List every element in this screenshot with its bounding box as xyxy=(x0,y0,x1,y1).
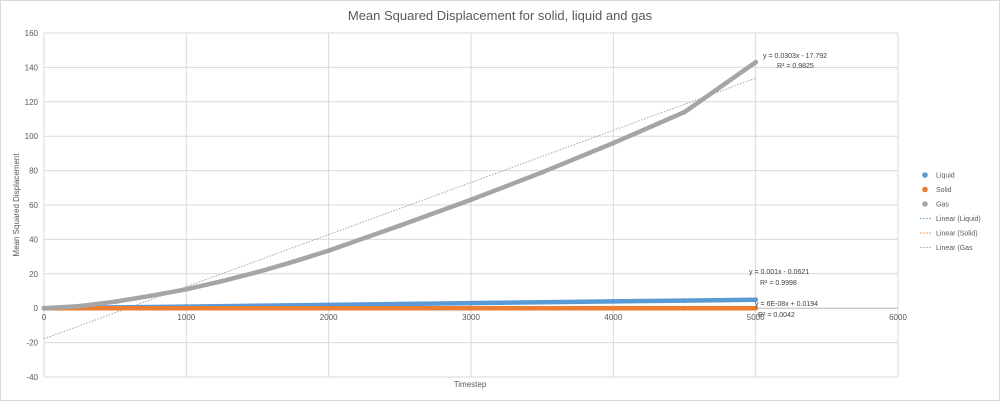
data-point xyxy=(41,305,47,311)
data-point xyxy=(183,305,189,311)
data-point xyxy=(468,197,474,203)
y-axis-title: Mean Squared Displacement xyxy=(12,153,21,257)
y-tick-labels: -40 -20 0 20 40 60 80 100 120 140 160 xyxy=(25,29,39,382)
y-tick-label: 100 xyxy=(25,132,39,141)
data-point xyxy=(397,223,403,229)
data-point xyxy=(112,299,118,305)
x-tick-label: 0 xyxy=(42,313,47,322)
data-point xyxy=(219,278,225,284)
legend-label: Linear (Solid) xyxy=(936,231,978,238)
series-marker-trace xyxy=(41,59,758,311)
trendline-equation: y = 0.0303x - 17.792 xyxy=(763,53,827,60)
trendline-r-squared: R² = 0.9825 xyxy=(777,63,814,70)
data-point xyxy=(682,109,687,115)
x-tick-labels: 0 1000 2000 3000 4000 5000 6000 xyxy=(42,313,908,322)
data-point xyxy=(753,59,759,65)
y-tick-label: 40 xyxy=(29,235,38,244)
legend: Liquid Solid Gas Linear (Liquid) Linear (Sol… xyxy=(920,172,981,252)
trendline-r-squared: R² = 0.0042 xyxy=(758,312,795,319)
data-point xyxy=(610,299,616,304)
y-tick-label: 80 xyxy=(29,167,38,176)
y-tick-label: 120 xyxy=(25,98,39,107)
data-point xyxy=(112,305,118,311)
data-point xyxy=(397,305,403,311)
trendline-equations: y = 0.001x - 0.0621 R² = 0.9998 y = 6E-08x… xyxy=(749,53,827,319)
y-tick-label: 0 xyxy=(34,304,39,313)
data-point xyxy=(290,259,296,265)
data-point xyxy=(255,269,260,275)
legend-marker xyxy=(922,186,928,193)
x-axis-title: Timestep xyxy=(454,380,487,389)
data-point xyxy=(468,305,474,311)
data-point xyxy=(148,293,154,299)
legend-marker xyxy=(922,172,928,178)
x-tick-label: 2000 xyxy=(320,313,338,322)
data-point xyxy=(753,305,759,311)
trendline-equation: y = 0.001x - 0.0621 xyxy=(749,269,809,276)
legend-label: Linear (Liquid) xyxy=(936,216,981,223)
data-point xyxy=(682,305,687,311)
data-point xyxy=(610,305,616,311)
grid-lines xyxy=(43,32,899,378)
x-tick-label: 6000 xyxy=(889,313,907,322)
legend-label: Solid xyxy=(936,187,952,194)
legend-label: Liquid xyxy=(936,173,955,180)
data-point xyxy=(183,286,189,292)
data-point xyxy=(255,305,260,311)
y-tick-label: 20 xyxy=(29,270,38,279)
legend-marker xyxy=(922,201,928,207)
x-tick-label: 4000 xyxy=(604,313,622,322)
data-point xyxy=(682,298,687,303)
data-point xyxy=(326,248,332,253)
data-point xyxy=(397,301,403,307)
y-tick-label: -40 xyxy=(26,373,38,382)
trendline-r-squared: R² = 0.9998 xyxy=(760,280,797,287)
trendline-equation: y = 6E-08x + 0.0194 xyxy=(755,301,818,308)
data-point xyxy=(539,299,545,305)
data-point xyxy=(468,300,474,306)
legend-label: Gas xyxy=(936,202,949,209)
data-point xyxy=(610,140,616,146)
data-point xyxy=(326,305,332,311)
x-tick-label: 1000 xyxy=(177,313,195,322)
chart-title: Mean Squared Displacement for solid, liq… xyxy=(348,8,653,23)
legend-label: Linear (Gas xyxy=(936,245,973,252)
x-tick-label: 3000 xyxy=(462,313,480,322)
data-point xyxy=(753,297,759,303)
y-tick-label: 140 xyxy=(25,63,39,72)
x-tick-label: 5000 xyxy=(747,313,765,322)
data-point xyxy=(539,305,545,311)
y-tick-label: 160 xyxy=(25,29,39,38)
y-tick-label: -20 xyxy=(26,339,38,348)
data-point xyxy=(539,169,545,175)
data-points xyxy=(41,59,759,311)
data-point xyxy=(77,303,82,309)
y-tick-label: 60 xyxy=(29,201,38,210)
